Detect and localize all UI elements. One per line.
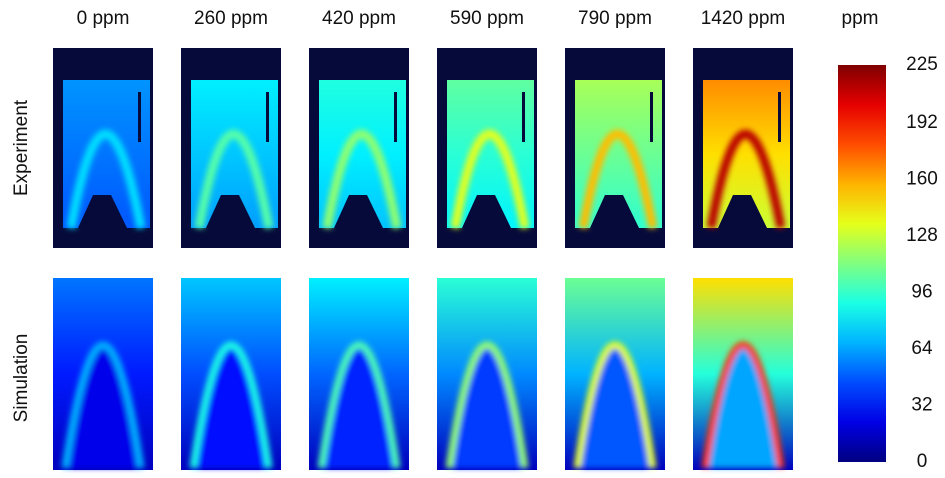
colorbar-tick-label: 0 (917, 451, 928, 472)
simulation-arch (573, 341, 657, 469)
row-label: Experiment (11, 99, 32, 196)
experiment-slot (138, 92, 141, 142)
simulation-arch (189, 341, 273, 469)
experiment-notch (590, 195, 639, 228)
column-label: 590 ppm (450, 8, 524, 29)
experiment-slot (778, 92, 781, 142)
experiment-notch (718, 195, 767, 228)
colorbar-tick-label: 64 (911, 338, 933, 359)
colorbar-tick-label: 32 (911, 395, 932, 416)
experiment-arch (322, 129, 402, 229)
row-label: Simulation (11, 334, 32, 423)
simulation-arch (445, 341, 529, 469)
experiment-arch (66, 129, 146, 229)
colorbar-tick-label: 128 (906, 225, 938, 246)
experiment-slot (266, 92, 269, 142)
colorbar-title: ppm (842, 8, 879, 29)
simulation-arch (61, 341, 145, 469)
experiment-notch (206, 195, 255, 228)
colorbar-tick-label: 160 (906, 169, 938, 190)
colorbar (838, 65, 886, 462)
simulation-arch (317, 341, 401, 469)
simulation-arch (701, 341, 785, 469)
experiment-notch (78, 195, 127, 228)
experiment-slot (650, 92, 653, 142)
colorbar-tick-label: 225 (906, 54, 938, 75)
experiment-slot (394, 92, 397, 142)
experiment-arch (450, 129, 530, 229)
experiment-arch (706, 129, 786, 229)
column-label: 790 ppm (578, 8, 652, 29)
experiment-notch (462, 195, 511, 228)
experiment-arch (194, 129, 274, 229)
experiment-notch (334, 195, 383, 228)
column-label: 0 ppm (77, 8, 130, 29)
column-label: 260 ppm (194, 8, 268, 29)
experiment-arch (578, 129, 658, 229)
colorbar-tick-label: 96 (911, 282, 932, 303)
experiment-slot (522, 92, 525, 142)
column-label: 420 ppm (322, 8, 396, 29)
column-label: 1420 ppm (701, 8, 786, 29)
colorbar-tick-label: 192 (906, 112, 938, 133)
